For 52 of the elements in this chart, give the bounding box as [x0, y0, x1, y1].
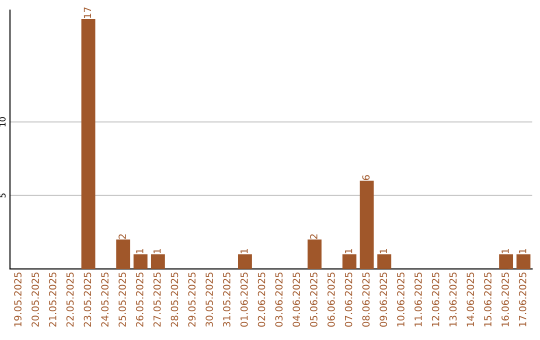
x-tick-label: 28.05.2025 — [170, 272, 178, 327]
x-tick-label: 22.05.2025 — [66, 272, 74, 327]
data-label: 1 — [519, 248, 526, 254]
bar — [516, 254, 530, 269]
data-label: 1 — [502, 248, 509, 254]
x-tick-label: 29.05.2025 — [188, 272, 196, 327]
x-tick-label: 07.06.2025 — [344, 272, 352, 327]
x-tick-label: 06.06.2025 — [327, 272, 335, 327]
x-tick-label: 14.06.2025 — [466, 272, 474, 326]
x-tick-label: 09.06.2025 — [380, 272, 388, 327]
bar — [81, 19, 96, 269]
bar — [134, 254, 148, 269]
x-tick-label: 11.06.2025 — [414, 272, 422, 326]
bar — [150, 254, 165, 269]
data-label: 1 — [136, 248, 144, 254]
data-label: 2 — [310, 234, 318, 239]
data-label: 6 — [362, 175, 370, 180]
x-tick-label: 13.06.2025 — [449, 272, 457, 326]
x-tick-label: 10.06.2025 — [397, 272, 404, 326]
bar — [116, 240, 130, 269]
x-tick-label: 19.05.2025 — [14, 272, 22, 326]
x-tick-label: 24.05.2025 — [101, 272, 109, 327]
data-label: 17 — [84, 7, 91, 18]
x-tick-label: 08.06.2025 — [362, 272, 370, 327]
x-tick-label: 30.05.2025 — [206, 272, 213, 327]
x-tick-label: 05.06.2025 — [310, 272, 318, 327]
x-tick-label: 16.06.2025 — [502, 272, 509, 326]
x-tick-label: 23.05.2025 — [84, 272, 92, 327]
data-label: 1 — [154, 248, 161, 254]
bar — [499, 254, 514, 269]
data-label: 1 — [240, 248, 248, 254]
bar — [360, 180, 374, 269]
x-tick-label: 26.05.2025 — [136, 272, 144, 327]
x-tick-label: 04.06.2025 — [292, 272, 300, 327]
bar — [342, 254, 356, 269]
bar — [377, 254, 392, 269]
data-label: 1 — [345, 248, 352, 254]
x-tick-label: 02.06.2025 — [258, 272, 266, 327]
x-tick-label: 21.05.2025 — [48, 272, 56, 327]
x-tick-label: 20.05.2025 — [32, 272, 39, 327]
bar — [308, 240, 322, 269]
bar — [238, 254, 252, 269]
data-label: 2 — [118, 234, 126, 239]
x-tick-label: 17.06.2025 — [518, 272, 526, 326]
x-tick-label: 15.06.2025 — [484, 272, 492, 326]
x-tick-label: 12.06.2025 — [432, 272, 440, 326]
x-tick-label: 25.05.2025 — [118, 272, 126, 327]
x-tick-label: 27.05.2025 — [153, 272, 161, 327]
data-label: 1 — [380, 248, 387, 254]
x-tick-label: 01.06.2025 — [240, 272, 248, 327]
x-tick-label: 03.06.2025 — [275, 272, 283, 327]
x-tick-label: 31.05.2025 — [223, 272, 230, 327]
